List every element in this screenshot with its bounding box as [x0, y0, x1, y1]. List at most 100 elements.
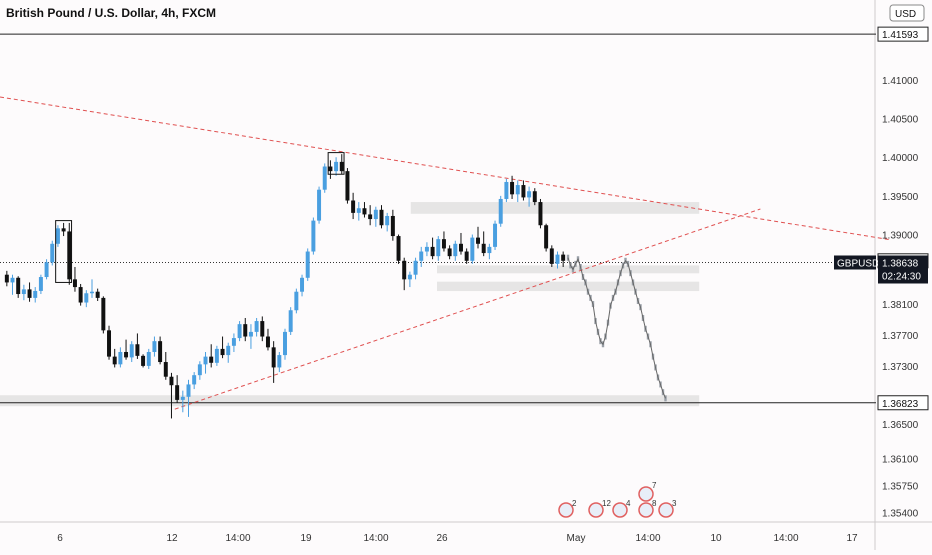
candle-body — [38, 277, 43, 291]
time-tick-label: 26 — [436, 533, 448, 544]
candle-body — [555, 254, 560, 264]
support-resistance-zone — [0, 395, 700, 407]
currency-button-label: USD — [895, 9, 916, 20]
candle-body — [158, 341, 163, 363]
candle-body — [180, 396, 185, 400]
event-count-label: 2 — [572, 499, 577, 508]
price-badge-label: 1.41593 — [882, 30, 919, 41]
candle-body — [186, 384, 191, 397]
candle-body — [163, 362, 168, 377]
candle-body — [141, 355, 146, 366]
candle-body — [197, 364, 202, 376]
event-flag-icon[interactable] — [612, 502, 628, 518]
candle-body — [16, 277, 21, 295]
projection-path — [567, 257, 666, 399]
candle-body — [203, 356, 208, 365]
price-badge — [877, 26, 929, 42]
time-tick-label: 14:00 — [635, 533, 660, 544]
event-count-label: 12 — [602, 499, 611, 508]
candle-body — [61, 228, 66, 232]
event-flag-icon[interactable] — [588, 502, 604, 518]
candle-body — [385, 215, 390, 226]
candle-body — [129, 344, 134, 358]
candle-body — [226, 345, 231, 356]
candle-body — [458, 243, 463, 252]
time-tick-label: 14:00 — [225, 533, 250, 544]
event-count-label: 8 — [652, 499, 657, 508]
price-tick-label: 1.35750 — [882, 482, 919, 493]
candle-body — [271, 347, 276, 368]
price-badge-label: 1.36823 — [882, 399, 919, 410]
candle-body — [152, 341, 157, 352]
candle-body — [209, 356, 214, 363]
event-flag-icon[interactable] — [638, 486, 654, 502]
candle-body — [453, 243, 458, 257]
countdown-label: 02:24:30 — [882, 271, 921, 282]
candle-body — [527, 191, 532, 198]
trendline — [174, 208, 761, 410]
candle-body — [21, 289, 26, 295]
price-tick-label: 1.39500 — [882, 192, 919, 203]
price-tick-label: 1.36500 — [882, 420, 919, 431]
candle-body — [532, 191, 537, 203]
candle-body — [237, 324, 242, 339]
candle-body — [328, 166, 333, 172]
symbol-badge-label: GBPUSD — [837, 258, 879, 269]
candle-body — [90, 291, 94, 294]
candle-body — [124, 351, 129, 358]
candle-body — [265, 336, 270, 348]
candle-body — [146, 351, 151, 366]
candle-body — [351, 200, 356, 213]
candle-body — [214, 348, 219, 363]
candle-body — [67, 231, 72, 280]
candle-body — [424, 246, 429, 252]
candle-body — [402, 260, 407, 280]
candle-body — [175, 385, 180, 400]
price-tick-label: 1.40500 — [882, 115, 919, 126]
time-tick-label: 17 — [846, 533, 858, 544]
event-count-label: 4 — [626, 499, 631, 508]
support-resistance-zone — [437, 265, 700, 274]
candle-body — [481, 243, 486, 254]
candle-body — [476, 237, 480, 244]
time-tick-label: 12 — [166, 533, 178, 544]
candle-body — [470, 237, 475, 261]
candle-body — [317, 189, 322, 221]
candle-body — [362, 208, 367, 215]
candle-body — [112, 356, 117, 365]
candle-body — [356, 208, 361, 213]
candle-body — [294, 291, 299, 311]
highlight-box — [55, 220, 73, 283]
event-flag-icon[interactable] — [558, 502, 574, 518]
candle-body — [243, 324, 248, 337]
candle-body — [311, 220, 316, 252]
candle-body — [436, 239, 441, 257]
price-tick-label: 1.39000 — [882, 231, 919, 242]
candle-body — [447, 248, 452, 257]
support-resistance-zone — [437, 281, 700, 292]
trendline — [0, 96, 892, 241]
candle-body — [339, 161, 344, 172]
candle-body — [538, 202, 543, 226]
event-flag-icon[interactable] — [658, 502, 674, 518]
candle-body — [95, 291, 100, 298]
currency-button[interactable] — [889, 4, 925, 22]
candle-body — [169, 376, 174, 386]
price-tick-label: 1.40000 — [882, 153, 919, 164]
candle-body — [4, 274, 9, 283]
candle-body — [254, 321, 259, 332]
candle-body — [368, 214, 373, 220]
candle-body — [413, 260, 418, 275]
time-tick-label: May — [567, 533, 586, 544]
current-price-badge — [878, 255, 928, 284]
candle-body — [192, 375, 197, 385]
time-tick-label: 6 — [57, 533, 63, 544]
event-flag-icon[interactable] — [638, 502, 654, 518]
time-tick-label: 19 — [300, 533, 312, 544]
candle-body — [504, 181, 509, 199]
time-tick-label: 14:00 — [363, 533, 388, 544]
candle-body — [283, 331, 287, 356]
candle-body — [107, 330, 112, 357]
